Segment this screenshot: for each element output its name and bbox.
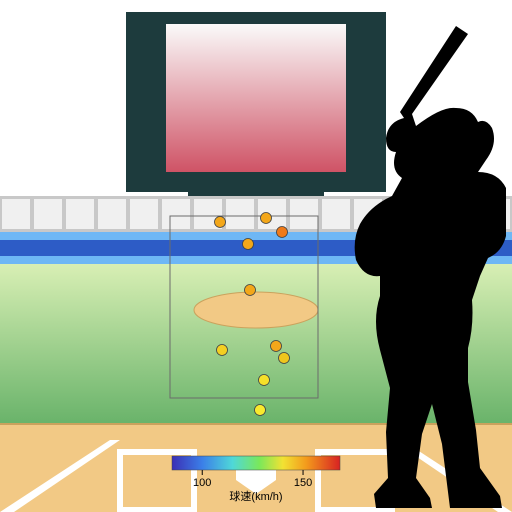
legend-label: 球速(km/h)	[229, 489, 282, 503]
pitch-marker	[277, 227, 288, 238]
svg-text:100: 100	[193, 477, 211, 489]
scoreboard	[126, 12, 386, 222]
svg-text:150: 150	[294, 477, 312, 489]
pitchers-mound	[194, 292, 318, 328]
pitch-marker	[215, 217, 226, 228]
scoreboard-screen	[166, 24, 346, 172]
pitch-marker	[259, 375, 270, 386]
pitch-marker	[217, 345, 228, 356]
pitch-marker	[243, 239, 254, 250]
pitch-location-diagram: 100 150 球速(km/h)	[0, 0, 512, 512]
pitch-marker	[255, 405, 266, 416]
pitch-marker	[261, 213, 272, 224]
pitch-marker	[279, 353, 290, 364]
pitch-marker	[271, 341, 282, 352]
pitch-marker	[245, 285, 256, 296]
